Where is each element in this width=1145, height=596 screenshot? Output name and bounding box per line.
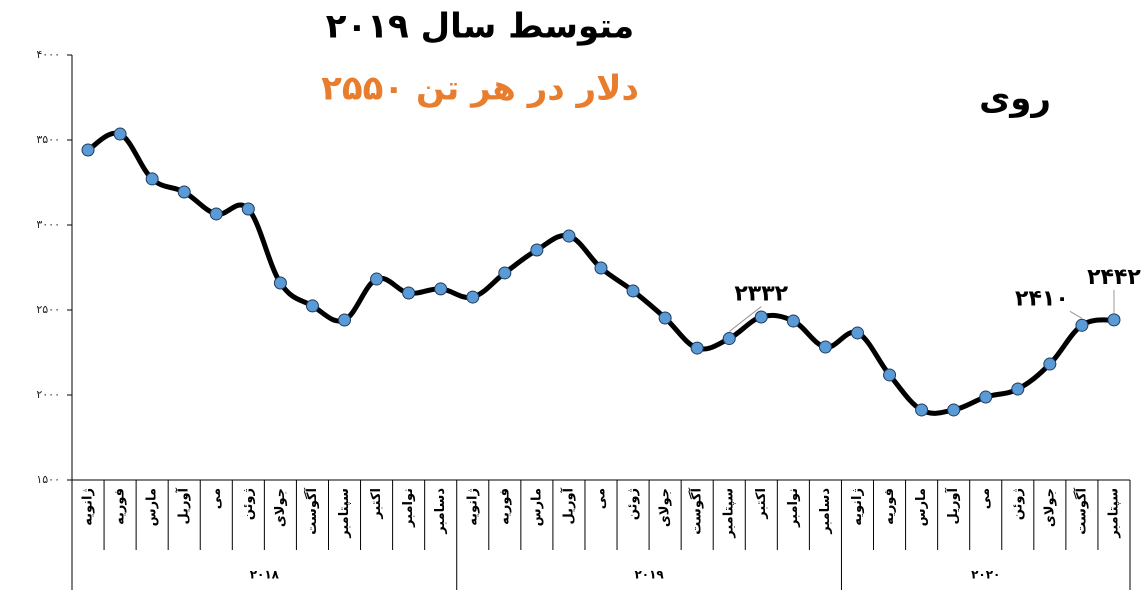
x-tick-label: جولای bbox=[273, 488, 288, 527]
x-tick-label: آگوست bbox=[303, 487, 320, 534]
marker bbox=[338, 313, 352, 327]
marker bbox=[177, 185, 191, 199]
x-tick-label: دسامبر bbox=[433, 488, 448, 535]
marker bbox=[81, 143, 95, 157]
y-tick-label: ۱۵۰۰ bbox=[36, 473, 60, 486]
x-tick-label: سپتامبر bbox=[722, 488, 737, 539]
marker bbox=[850, 326, 864, 340]
chart-subtitle: ۲۵۵۰ دلار در هر تن bbox=[321, 69, 639, 109]
x-tick-label: آوریل bbox=[944, 487, 961, 524]
x-tick-label: می bbox=[209, 488, 224, 509]
marker bbox=[818, 340, 832, 354]
x-tick-label: ژوئن bbox=[1010, 488, 1025, 520]
x-tick-label: ژوئن bbox=[626, 488, 641, 520]
marker bbox=[594, 261, 608, 275]
x-tick-label: اکتبر bbox=[754, 488, 769, 520]
x-tick-label: نوامبر bbox=[786, 488, 801, 528]
marker bbox=[466, 290, 480, 304]
marker bbox=[241, 202, 255, 216]
x-tick-label: نوامبر bbox=[401, 488, 416, 528]
marker bbox=[1043, 357, 1057, 371]
x-tick-label: جولای bbox=[1042, 488, 1057, 527]
y-tick-label: ۳۵۰۰ bbox=[36, 133, 60, 146]
x-tick-label: ژانویه bbox=[850, 488, 865, 526]
marker bbox=[1011, 382, 1025, 396]
data-label: ۲۳۳۲ bbox=[734, 282, 788, 307]
marker bbox=[273, 276, 287, 290]
x-tick-label: می bbox=[978, 488, 993, 509]
x-tick-label: مارس bbox=[914, 488, 929, 526]
marker bbox=[786, 314, 800, 328]
marker bbox=[145, 172, 159, 186]
marker bbox=[209, 207, 223, 221]
marker bbox=[305, 299, 319, 313]
marker bbox=[979, 390, 993, 404]
x-tick-label: جولای bbox=[658, 488, 673, 527]
marker bbox=[883, 368, 897, 382]
marker bbox=[947, 403, 961, 417]
marker bbox=[562, 229, 576, 243]
x-tick-label: آوریل bbox=[175, 487, 192, 524]
chart-title: متوسط سال ۲۰۱۹ bbox=[326, 7, 634, 47]
group-label: ۲۰۱۸ bbox=[250, 568, 280, 582]
marker bbox=[402, 286, 416, 300]
y-tick-label: ۴۰۰۰ bbox=[36, 48, 60, 61]
x-tick-label: مارس bbox=[145, 488, 160, 526]
marker bbox=[690, 341, 704, 355]
x-tick-label: اکتبر bbox=[369, 488, 384, 520]
marker bbox=[722, 332, 736, 346]
x-tick-label: آوریل bbox=[559, 487, 576, 524]
data-label: ۲۴۴۲ bbox=[1087, 265, 1141, 290]
marker bbox=[113, 127, 127, 141]
x-tick-label: آگوست bbox=[688, 487, 705, 534]
x-tick-label: سپتامبر bbox=[1106, 488, 1121, 539]
x-tick-label: می bbox=[594, 488, 609, 509]
marker bbox=[1075, 318, 1089, 332]
marker bbox=[754, 310, 768, 324]
marker bbox=[658, 311, 672, 325]
y-tick-label: ۳۰۰۰ bbox=[36, 218, 60, 231]
y-tick-label: ۲۰۰۰ bbox=[36, 388, 60, 401]
leader-line bbox=[1069, 310, 1083, 319]
group-label: ۲۰۱۹ bbox=[634, 568, 664, 582]
marker bbox=[434, 282, 448, 296]
x-tick-label: مارس bbox=[529, 488, 544, 526]
marker bbox=[626, 284, 640, 298]
marker bbox=[530, 243, 544, 257]
leader-line bbox=[728, 306, 762, 332]
x-tick-label: فوریه bbox=[497, 488, 512, 525]
marker bbox=[498, 266, 512, 280]
x-tick-label: آگوست bbox=[1072, 487, 1089, 534]
data-label: ۲۴۱۰ bbox=[1015, 286, 1069, 311]
x-tick-label: دسامبر bbox=[818, 488, 833, 535]
group-label: ۲۰۲۰ bbox=[971, 568, 1000, 582]
marker bbox=[370, 272, 384, 286]
x-tick-label: فوریه bbox=[113, 488, 128, 525]
y-tick-label: ۲۵۰۰ bbox=[36, 303, 60, 316]
x-tick-label: سپتامبر bbox=[337, 488, 352, 539]
x-tick-label: ژانویه bbox=[81, 488, 96, 526]
x-tick-label: ژانویه bbox=[465, 488, 480, 526]
x-tick-label: ژوئن bbox=[241, 488, 256, 520]
series-label: روی bbox=[979, 79, 1051, 119]
x-tick-label: فوریه bbox=[882, 488, 897, 525]
marker bbox=[1107, 313, 1121, 327]
marker bbox=[915, 403, 929, 417]
